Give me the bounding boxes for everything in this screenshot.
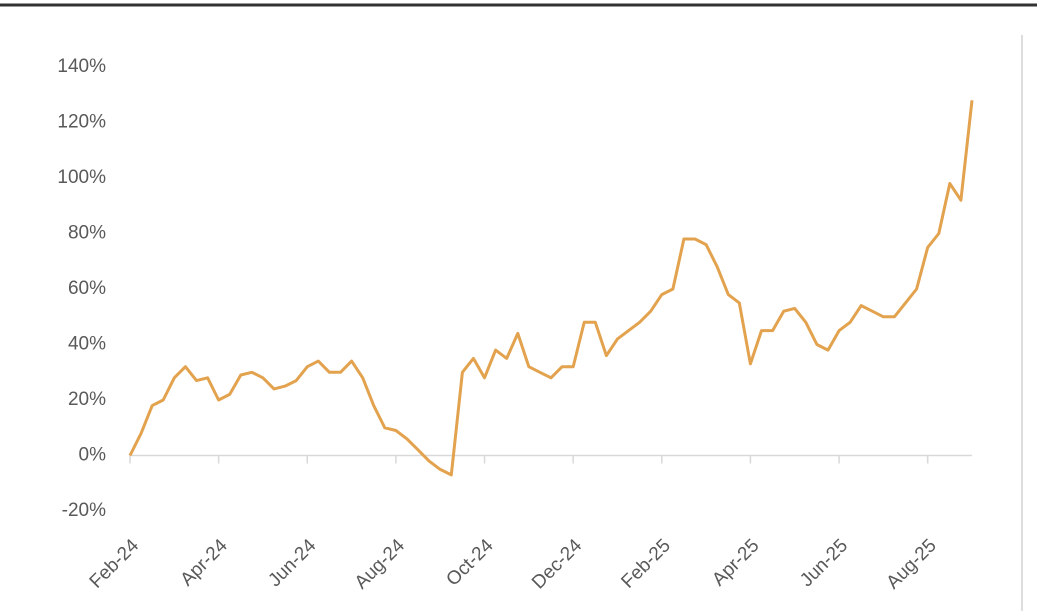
y-tick-label: 120% bbox=[57, 112, 106, 133]
y-tick-label: 40% bbox=[68, 334, 106, 355]
y-tick-label: 140% bbox=[57, 56, 106, 77]
y-tick-label: -20% bbox=[62, 500, 106, 521]
y-tick-label: 60% bbox=[68, 278, 106, 299]
data-line bbox=[128, 100, 974, 477]
y-tick-label: 100% bbox=[57, 167, 106, 188]
y-tick-label: 80% bbox=[68, 223, 106, 244]
y-tick-label: 0% bbox=[79, 445, 107, 466]
y-tick-label: 20% bbox=[68, 389, 106, 410]
